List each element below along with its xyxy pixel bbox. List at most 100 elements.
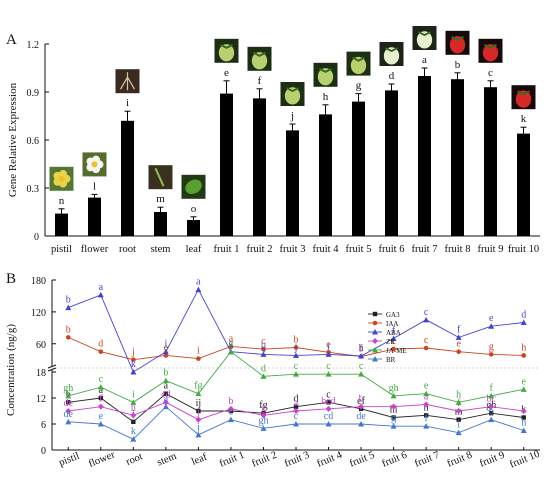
y-tick-label-a: 0.6 — [27, 136, 40, 147]
sig-letter-b: b — [359, 394, 364, 405]
marker-diamond — [455, 408, 462, 414]
panel-a: A 0 0.3 0.6 0.9 1.2 Gene Relative Expression n p… — [6, 26, 540, 255]
sig-letter-b: gh — [258, 415, 268, 426]
sig-letter-a: h — [323, 91, 329, 103]
bar-leaf — [187, 220, 200, 236]
marker-triangle — [97, 291, 104, 298]
sig-letter-a: b — [455, 59, 461, 71]
sig-letter-b: a — [164, 394, 169, 405]
legend-label: ZR — [386, 338, 395, 346]
marker-diamond — [97, 403, 104, 410]
bar-fruit-2 — [253, 98, 266, 237]
x-tick-label-a: fruit 7 — [412, 244, 438, 255]
marker-triangle — [372, 347, 378, 353]
bar-fruit-10 — [517, 133, 530, 236]
marker-triangle — [97, 421, 104, 427]
green-fruit-icon-leaves — [319, 67, 332, 73]
x-tick-label-b: leaf — [190, 451, 209, 467]
sig-letter-b: f — [457, 324, 461, 335]
marker-triangle — [195, 431, 202, 438]
bar-stem — [154, 212, 167, 236]
y-tick-label-b: 0 — [41, 446, 46, 457]
marker-triangle — [227, 348, 234, 355]
marker-circle — [65, 335, 71, 340]
sig-letter-b: e — [326, 339, 331, 350]
marker-triangle — [65, 418, 72, 425]
sig-letter-b: f — [490, 383, 494, 394]
green-fruit-icon-shape — [218, 44, 235, 62]
marker-diamond — [293, 408, 299, 414]
y-tick-label-b: 180 — [31, 276, 46, 287]
legend-label: GA3 — [386, 311, 400, 319]
marker-triangle — [162, 377, 169, 384]
marker-triangle — [162, 403, 169, 410]
marker-square — [196, 408, 201, 414]
x-tick-label-a: fruit 2 — [247, 244, 273, 255]
marker-triangle — [293, 421, 299, 427]
sig-letter-b: k — [131, 359, 136, 370]
marker-diamond — [65, 408, 72, 414]
sig-letter-b: a — [164, 381, 169, 392]
sig-letter-b: f — [424, 413, 428, 424]
sig-letter-b: c — [424, 335, 429, 346]
marker-triangle — [260, 425, 267, 431]
green-fruit-icon-leaves — [253, 51, 266, 57]
marker-triangle — [488, 416, 495, 423]
marker-diamond — [195, 416, 202, 423]
sig-letter-a: n — [59, 195, 65, 207]
sig-letter-b: a — [196, 277, 201, 288]
sig-letter-b: c — [326, 361, 331, 372]
x-tick-label-b: fruit 6 — [381, 450, 409, 470]
sig-letter-b: d — [98, 339, 103, 350]
sig-letter-b: g — [489, 341, 494, 352]
panel-label-a: A — [6, 32, 17, 48]
sig-letter-b: e — [99, 411, 104, 422]
y-tick-label-a: 0.3 — [27, 184, 40, 195]
sig-letter-b: a — [229, 333, 234, 344]
x-tick-label-a: fruit 9 — [478, 244, 504, 255]
sig-letter-a: l — [93, 180, 96, 192]
sig-letter-a: d — [389, 70, 395, 82]
marker-circle — [293, 345, 299, 350]
sig-letter-b: h — [456, 389, 461, 400]
green-fruit-icon-leaves — [220, 43, 233, 49]
sig-letter-b: gh — [63, 383, 73, 394]
sig-letter-a: f — [258, 75, 262, 87]
x-tick-label-b: fruit 9 — [478, 450, 506, 470]
x-tick-label-b: stem — [156, 451, 179, 469]
leaf-shape — [185, 179, 202, 195]
red-fruit-icon-leaves — [484, 43, 497, 49]
x-tick-label-a: root — [119, 244, 136, 255]
sig-letter-b: c — [99, 374, 104, 385]
marker-circle — [163, 353, 169, 358]
marker-triangle — [372, 329, 378, 335]
marker-diamond — [260, 412, 267, 419]
x-tick-label-a: stem — [151, 244, 171, 255]
marker-diamond — [358, 403, 365, 410]
marker-square — [66, 400, 71, 405]
sig-letter-a: g — [356, 80, 362, 92]
marker-square — [423, 413, 429, 418]
white-fruit-icon-shape — [383, 47, 400, 65]
x-tick-label-a: fruit 1 — [214, 244, 240, 255]
marker-triangle — [195, 390, 202, 397]
marker-triangle — [195, 286, 202, 293]
sig-letter-b: i — [132, 389, 135, 400]
marker-triangle — [65, 392, 72, 399]
sig-letter-b: f — [359, 344, 363, 355]
x-tick-label-a: pistil — [51, 244, 72, 255]
sig-letter-b: hi — [390, 405, 398, 416]
x-tick-label-a: fruit 4 — [313, 244, 340, 255]
sig-letter-b: ef — [357, 396, 365, 407]
y-tick-label-b: 60 — [36, 340, 46, 351]
y-axis-title-a: Gene Relative Expression — [7, 82, 19, 197]
sig-letter-b: e — [164, 342, 169, 353]
sig-letter-a: j — [290, 110, 294, 122]
marker-triangle — [390, 392, 397, 399]
marker-circle — [196, 356, 201, 361]
marker-triangle — [325, 371, 332, 377]
sig-letter-b: h — [131, 402, 136, 413]
sig-letter-b: c — [294, 361, 299, 372]
axis-break-mark — [47, 367, 57, 372]
